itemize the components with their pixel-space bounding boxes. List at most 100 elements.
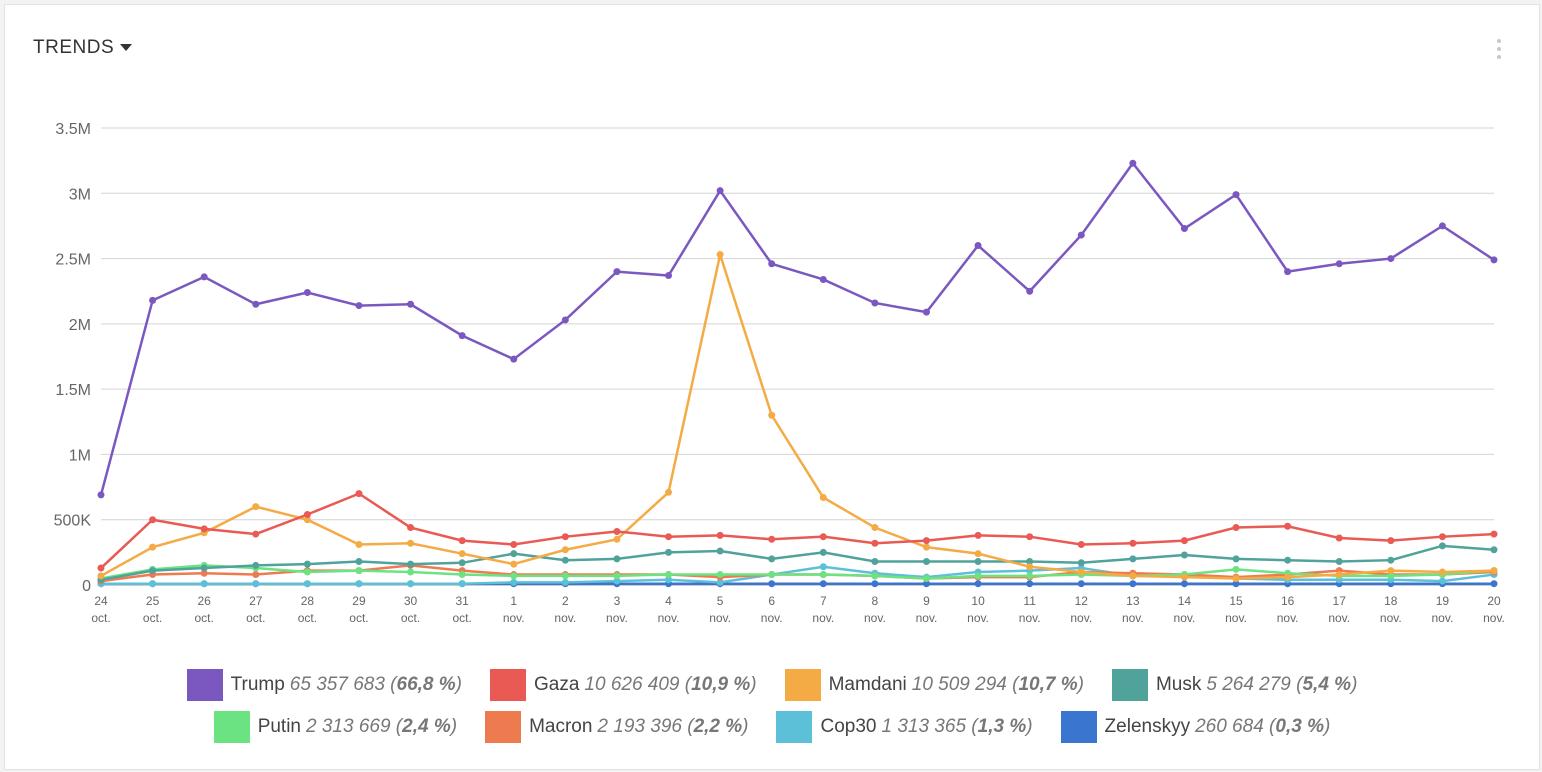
legend-swatch: [1060, 711, 1097, 743]
data-point-cop30: [510, 578, 518, 586]
x-tick-label: oct.: [91, 611, 110, 625]
data-point-mamdani: [1232, 574, 1240, 582]
data-point-cop30: [303, 580, 311, 588]
data-point-mamdani: [510, 560, 518, 568]
legend-value: 260 684 (0,3 %): [1195, 716, 1331, 737]
data-point-gaza: [149, 516, 157, 524]
data-point-gaza: [665, 533, 673, 541]
data-point-cop30: [200, 580, 208, 588]
data-point-mamdani: [871, 524, 879, 532]
x-tick-label: nov.: [1225, 611, 1247, 625]
y-tick-label: 2M: [69, 317, 91, 334]
data-point-trump: [871, 299, 879, 307]
data-point-musk: [252, 561, 260, 569]
data-point-trump: [974, 242, 982, 250]
x-tick-label: nov.: [1328, 611, 1350, 625]
series-line-gaza: [100, 492, 1495, 569]
data-point-zelenskyy: [1180, 580, 1188, 588]
x-tick-label: nov.: [812, 611, 834, 625]
data-point-musk: [613, 555, 621, 563]
data-point-putin: [407, 568, 415, 576]
data-point-cop30: [149, 580, 157, 588]
data-point-mamdani: [819, 494, 827, 502]
legend-item-musk[interactable]: Musk 5 264 279 (5,4 %): [1111, 669, 1357, 701]
legend-item-cop30[interactable]: Cop30 1 313 365 (1,3 %): [776, 711, 1033, 743]
data-point-gaza: [407, 524, 415, 532]
data-point-zelenskyy: [974, 580, 982, 588]
legend-item-macron[interactable]: Macron 2 193 396 (2,2 %): [485, 711, 748, 743]
data-point-mamdani: [561, 546, 569, 554]
data-point-gaza: [458, 537, 466, 545]
data-point-zelenskyy: [768, 580, 776, 588]
data-point-mamdani: [97, 572, 105, 580]
data-point-musk: [1232, 555, 1240, 563]
data-point-gaza: [1232, 524, 1240, 532]
x-tick-label: 10: [971, 594, 985, 608]
data-point-mamdani: [1180, 573, 1188, 581]
data-point-gaza: [1180, 537, 1188, 545]
y-tick-label: 2.5M: [55, 252, 91, 269]
series-line-putin: [100, 564, 1495, 580]
data-point-musk: [922, 557, 930, 565]
legend-item-gaza[interactable]: Gaza 10 626 409 (10,9 %): [489, 669, 757, 701]
data-point-gaza: [716, 531, 724, 539]
x-tick-label: nov.: [761, 611, 783, 625]
legend-label: Macron: [529, 716, 593, 737]
x-tick-label: 7: [820, 594, 827, 608]
data-point-musk: [1438, 542, 1446, 550]
legend-item-mamdani[interactable]: Mamdani 10 509 294 (10,7 %): [784, 669, 1084, 701]
data-point-gaza: [200, 525, 208, 533]
data-point-trump: [149, 296, 157, 304]
data-point-gaza: [1335, 534, 1343, 542]
legend-item-putin[interactable]: Putin 2 313 669 (2,4 %): [213, 711, 457, 743]
x-tick-label: 16: [1281, 594, 1295, 608]
data-point-trump: [922, 308, 930, 316]
x-tick-label: 3: [614, 594, 621, 608]
legend-label: Musk: [1155, 674, 1202, 695]
legend-row: Trump 65 357 683 (66,8 %) Gaza 10 626 409 (…: [5, 669, 1539, 701]
x-tick-label: oct.: [452, 611, 471, 625]
x-tick-label: oct.: [246, 611, 265, 625]
x-tick-label: 1: [510, 594, 517, 608]
data-point-mamdani: [303, 516, 311, 524]
x-tick-label: 26: [198, 594, 212, 608]
data-point-musk: [458, 559, 466, 567]
legend-swatch: [186, 669, 223, 701]
data-point-musk: [149, 567, 157, 575]
data-point-musk: [200, 564, 208, 572]
x-tick-label: 15: [1229, 594, 1243, 608]
data-point-putin: [303, 568, 311, 576]
x-tick-label: 25: [146, 594, 160, 608]
more-options-icon[interactable]: [1497, 39, 1503, 63]
y-tick-label: 1M: [69, 447, 91, 464]
x-tick-label: nov.: [967, 611, 989, 625]
data-point-trump: [407, 300, 415, 308]
data-point-putin: [613, 572, 621, 580]
data-point-trump: [561, 316, 569, 324]
x-tick-label: oct.: [195, 611, 214, 625]
data-point-putin: [871, 572, 879, 580]
data-point-musk: [1077, 559, 1085, 567]
data-point-zelenskyy: [1026, 580, 1034, 588]
data-point-musk: [1129, 555, 1137, 563]
data-point-mamdani: [1129, 572, 1137, 580]
x-tick-label: nov.: [1019, 611, 1041, 625]
data-point-putin: [665, 571, 673, 579]
data-point-mamdani: [1387, 567, 1395, 575]
data-point-mamdani: [1077, 568, 1085, 576]
data-point-mamdani: [1438, 568, 1446, 576]
y-tick-label: 0: [82, 578, 91, 595]
x-tick-label: oct.: [401, 611, 420, 625]
legend-item-zelenskyy[interactable]: Zelenskyy 260 684 (0,3 %): [1060, 711, 1331, 743]
trends-dropdown[interactable]: TRENDS: [33, 37, 133, 59]
legend-value: 10 626 409 (10,9 %): [584, 674, 757, 695]
data-point-musk: [407, 560, 415, 568]
legend-label: Cop30: [820, 716, 877, 737]
data-point-trump: [1232, 191, 1240, 199]
data-point-zelenskyy: [922, 580, 930, 588]
legend-value: 10 509 294 (10,7 %): [911, 674, 1084, 695]
data-point-musk: [303, 560, 311, 568]
legend-item-trump[interactable]: Trump 65 357 683 (66,8 %): [186, 669, 462, 701]
legend-swatch: [485, 711, 522, 743]
legend-label: Gaza: [533, 674, 580, 695]
